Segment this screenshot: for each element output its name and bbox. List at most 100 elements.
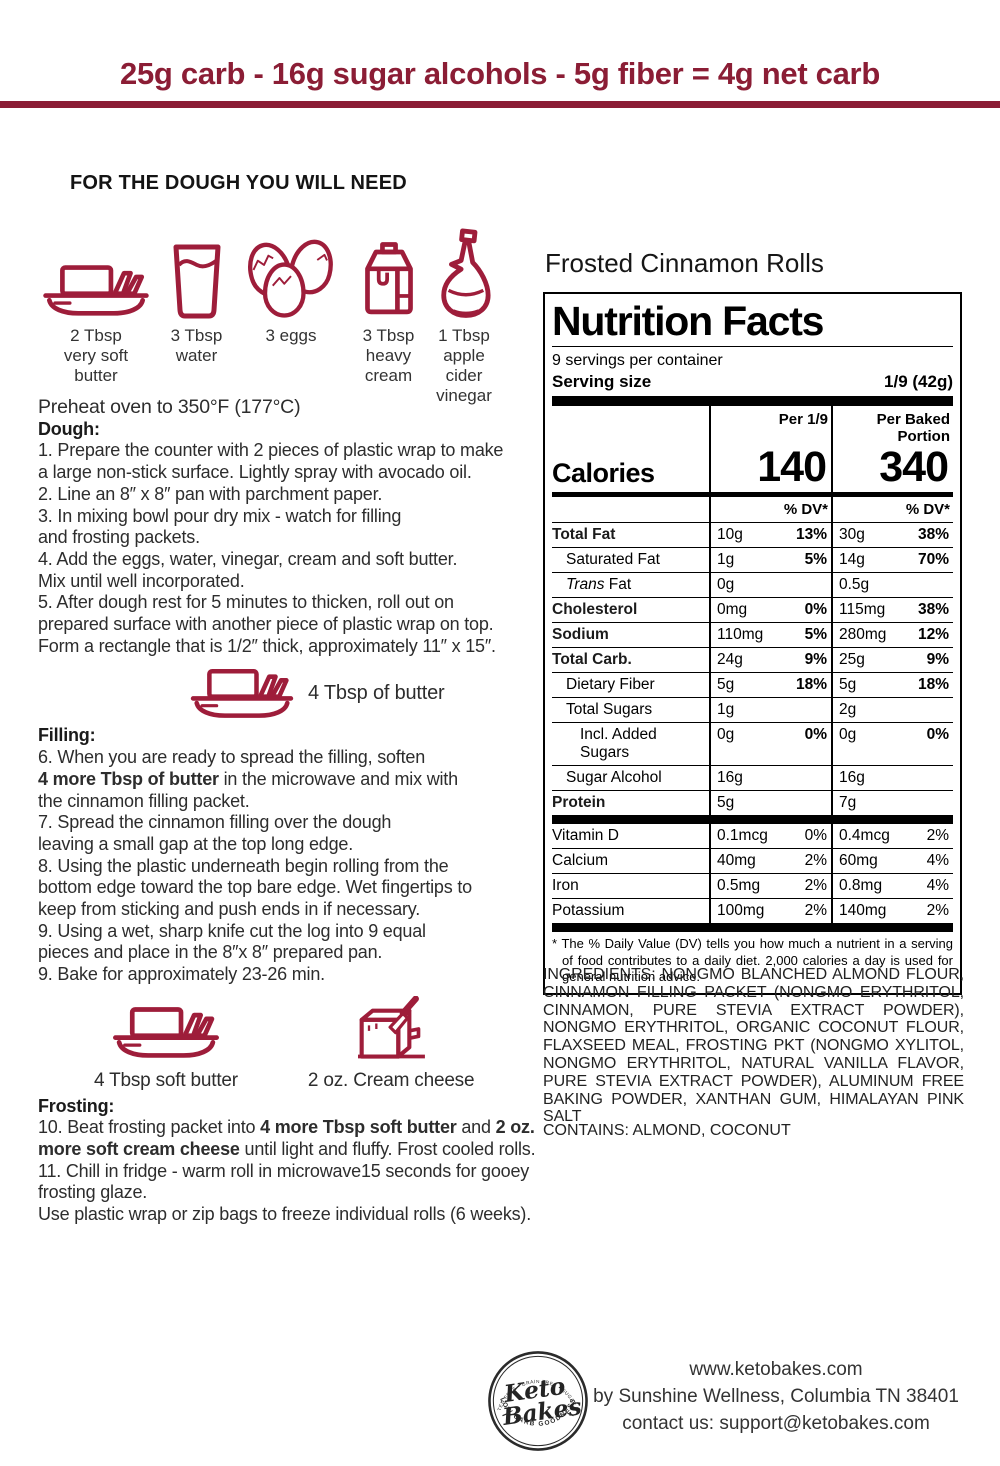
ingredient-label: 3 Tbsp water xyxy=(170,326,223,365)
daily-value-header: % DV* xyxy=(831,497,953,524)
nutrient-name: Trans Fat xyxy=(552,573,709,599)
dough-heading-line: Dough: xyxy=(38,418,100,439)
nutrient-value-cell: 25g 9% xyxy=(831,648,953,674)
ingredient-item-water: 3 Tbsp water xyxy=(171,232,223,406)
filling-heading-line: Filling: xyxy=(38,725,96,746)
instruction-line: and frosting packets. xyxy=(38,527,200,548)
instruction-line: 1. Prepare the counter with 2 pieces of … xyxy=(38,440,504,461)
butter-callout-label: 4 Tbsp of butter xyxy=(308,681,445,704)
butter-dish-icon xyxy=(107,1002,225,1062)
footer-contact-block: www.ketobakes.com by Sunshine Wellness, … xyxy=(592,1356,960,1437)
instruction-line: pieces and place in the 8″x 8″ prepared … xyxy=(38,942,383,963)
instruction-line: 10. Beat frosting packet into 4 more Tbs… xyxy=(38,1117,548,1139)
nutrient-name: Iron xyxy=(552,874,709,900)
calories-label: Calories xyxy=(552,458,709,498)
nutrient-value-cell: 1g xyxy=(709,698,831,724)
instruction-line: 2. Line an 8″ x 8″ pan with parchment pa… xyxy=(38,483,383,504)
instruction-line: Use plastic wrap or zip bags to freeze i… xyxy=(38,1204,532,1225)
divider-rule xyxy=(0,101,1000,108)
ingredient-icon-row: 2 Tbsp very soft butter 3 Tbsp water 3 e… xyxy=(40,232,492,406)
nutrient-name: Vitamin D xyxy=(552,824,709,850)
contains-statement: CONTAINS: ALMOND, COCONUT xyxy=(543,1122,791,1139)
butter-dish-icon xyxy=(186,664,298,722)
nutrient-name: Potassium xyxy=(552,902,625,920)
frosting-cheese-item: 2 oz. Cream cheese xyxy=(308,996,475,1092)
eggs-icon xyxy=(241,236,341,320)
frosting-heading-line: Frosting: xyxy=(38,1095,115,1116)
nutrient-value-cell: 5g 18% xyxy=(709,673,831,699)
cream-cheese-icon xyxy=(353,996,429,1062)
step10-bold-text: 4 more Tbsp soft butter xyxy=(260,1117,457,1138)
nutrient-value-cell: 0g xyxy=(709,573,831,599)
step10-bold-text: more soft cream cheese xyxy=(38,1138,240,1159)
nutrient-value-cell: 7g xyxy=(831,791,953,816)
nutrient-value-cell: 110mg 5% xyxy=(709,623,831,649)
footer-website: www.ketobakes.com xyxy=(689,1359,863,1380)
instruction-line: 8. Using the plastic underneath begin ro… xyxy=(38,855,449,876)
nutrient-value-cell: 0.5mg 2% xyxy=(709,874,831,900)
nutrient-value-cell: 0g 0% xyxy=(709,723,831,767)
footer-contact: contact us: support@ketobakes.com xyxy=(622,1413,930,1434)
nutrient-value-cell: 0g 0% xyxy=(831,723,953,767)
vinegar-bottle-icon xyxy=(436,228,492,320)
nutrient-name: Sodium xyxy=(552,623,709,649)
nutrient-value-cell: 5g 18% xyxy=(831,673,953,699)
nutrient-name: Incl. Added Sugars xyxy=(552,723,709,767)
instruction-line: 4. Add the eggs, water, vinegar, cream a… xyxy=(38,548,458,569)
filling-steps: 7. Spread the cinnamon filling over the … xyxy=(38,812,548,986)
spacer-cell xyxy=(552,497,709,524)
instruction-line: 9. Using a wet, sharp knife cut the log … xyxy=(38,920,426,941)
ingredient-label: 2 Tbsp very soft butter xyxy=(63,326,129,385)
thick-separator-bar xyxy=(552,396,953,407)
product-title: Frosted Cinnamon Rolls xyxy=(545,248,824,278)
nutrient-name: Sugar Alcohol xyxy=(552,766,709,792)
instruction-line: prepared surface with another piece of p… xyxy=(38,614,494,635)
ketobakes-logo: GLUTEN FREE • GRAIN FREE • SUGAR FREE LO… xyxy=(486,1349,588,1451)
nutrient-value-cell: 5g xyxy=(709,791,831,816)
nutrient-value-cell: 0.4mcg 2% xyxy=(831,824,953,850)
instruction-line: more soft cream cheese until light and f… xyxy=(38,1139,548,1161)
nutrition-grid: Per 1/9 Per Baked Portion Calories 140 3… xyxy=(552,406,953,924)
column-header-per-baked: Per Baked Portion xyxy=(831,406,953,446)
nutrient-value-cell: 0.8mg 4% xyxy=(831,874,953,900)
nutrient-name: Protein xyxy=(552,794,606,812)
daily-value-footnote: * The % Daily Value (DV) tells you how m… xyxy=(552,936,953,985)
instruction-line: 9. Bake for approximately 23-26 min. xyxy=(38,964,325,985)
footer-byline: by Sunshine Wellness, Columbia TN 38401 xyxy=(593,1386,959,1407)
nutrient-value-cell: 2g xyxy=(831,698,953,724)
instruction-line: a large non-stick surface. Lightly spray… xyxy=(38,462,472,483)
step10-bold-text: 2 oz. xyxy=(495,1117,535,1138)
nutrient-value-cell: 100mg 2% xyxy=(709,899,831,924)
nutrition-facts-title: Nutrition Facts xyxy=(552,298,953,348)
thick-separator-bar xyxy=(552,815,953,825)
butter-callout: 4 Tbsp of butter xyxy=(186,665,548,721)
instruction-line: Mix until well incorporated. xyxy=(38,570,245,591)
instruction-line: 11. Chill in fridge - warm roll in micro… xyxy=(38,1160,530,1181)
ingredient-item-butter: 2 Tbsp very soft butter xyxy=(40,232,152,406)
nutrient-name: Total Sugars xyxy=(552,698,709,724)
icon-box xyxy=(241,232,341,320)
frosting-steps: 11. Chill in fridge - warm roll in micro… xyxy=(38,1161,548,1226)
serving-size-label: Serving size xyxy=(552,372,652,392)
instruction-line: bottom edge toward the top bare edge. We… xyxy=(38,877,472,898)
ingredient-label: 3 eggs xyxy=(265,326,317,345)
calories-per-baked-value: 340 xyxy=(831,445,953,498)
nutrient-value-cell: 16g xyxy=(709,766,831,792)
nutrient-name: Total Carb. xyxy=(552,648,709,674)
instruction-line: 4 more Tbsp of butter in the microwave a… xyxy=(38,769,548,791)
ingredients-statement: INGREDIENTS: NONGMO BLANCHED ALMOND FLOU… xyxy=(543,966,964,1126)
instruction-line: 5. After dough rest for 5 minutes to thi… xyxy=(38,592,454,613)
step6-bold-text: 4 more Tbsp of butter xyxy=(38,768,219,789)
nutrient-name: Calcium xyxy=(552,849,709,875)
serving-size-row: Serving size 1/9 (42g) xyxy=(552,371,953,396)
dough-section-heading: FOR THE DOUGH YOU WILL NEED xyxy=(70,172,407,194)
ingredient-item-eggs: 3 eggs xyxy=(241,232,341,406)
water-glass-icon xyxy=(171,242,223,320)
nutrient-value-cell: 30g 38% xyxy=(831,523,953,549)
frosting-butter-item: 4 Tbsp soft butter xyxy=(94,996,238,1092)
instruction-line: 3. In mixing bowl pour dry mix - watch f… xyxy=(38,505,402,526)
instruction-line: the cinnamon filling packet. xyxy=(38,790,250,811)
servings-per-container: 9 servings per container xyxy=(552,352,723,370)
nutrient-value-cell: 40mg 2% xyxy=(709,849,831,875)
